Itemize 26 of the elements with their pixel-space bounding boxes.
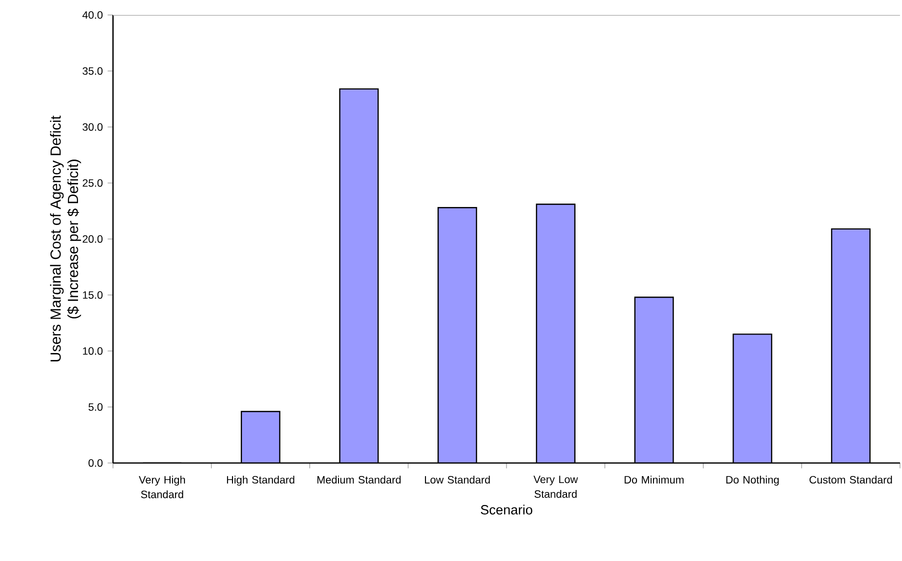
y-tick-label: 5.0	[88, 403, 103, 411]
x-tick-label: Do Minimum	[624, 476, 684, 484]
bar	[241, 411, 280, 463]
y-tick-label: 15.0	[83, 291, 103, 299]
bar	[536, 204, 575, 463]
x-tick-label: Low Standard	[424, 476, 490, 484]
x-tick-label: Very Low Standard	[534, 476, 578, 498]
bar	[438, 208, 476, 463]
y-tick-label: 20.0	[82, 235, 103, 243]
bar	[831, 228, 871, 463]
y-tick-label: 0.0	[88, 459, 103, 467]
x-axis-title: Scenario	[480, 504, 532, 514]
x-tick-label: Very High Standard	[138, 476, 185, 498]
y-tick-label: 40.0	[82, 11, 103, 19]
y-tick-label: 35.0	[82, 67, 103, 75]
bar	[340, 88, 378, 463]
y-tick-label: 30.0	[82, 123, 103, 131]
x-tick-label: High Standard	[227, 476, 294, 486]
y-tick-label: 25.0	[82, 179, 103, 187]
x-tick-label: Do Nothing	[726, 476, 779, 486]
y-tick-label: 10.0	[83, 347, 103, 355]
y-axis-title: Users Marginal Cost of Agency Deficit ($ Increase per $ Deficit)	[50, 116, 82, 362]
bar	[733, 334, 772, 463]
x-tick-label: Custom Standard	[810, 476, 892, 484]
x-tick-label: Medium Standard	[317, 476, 401, 484]
bar	[634, 297, 674, 463]
